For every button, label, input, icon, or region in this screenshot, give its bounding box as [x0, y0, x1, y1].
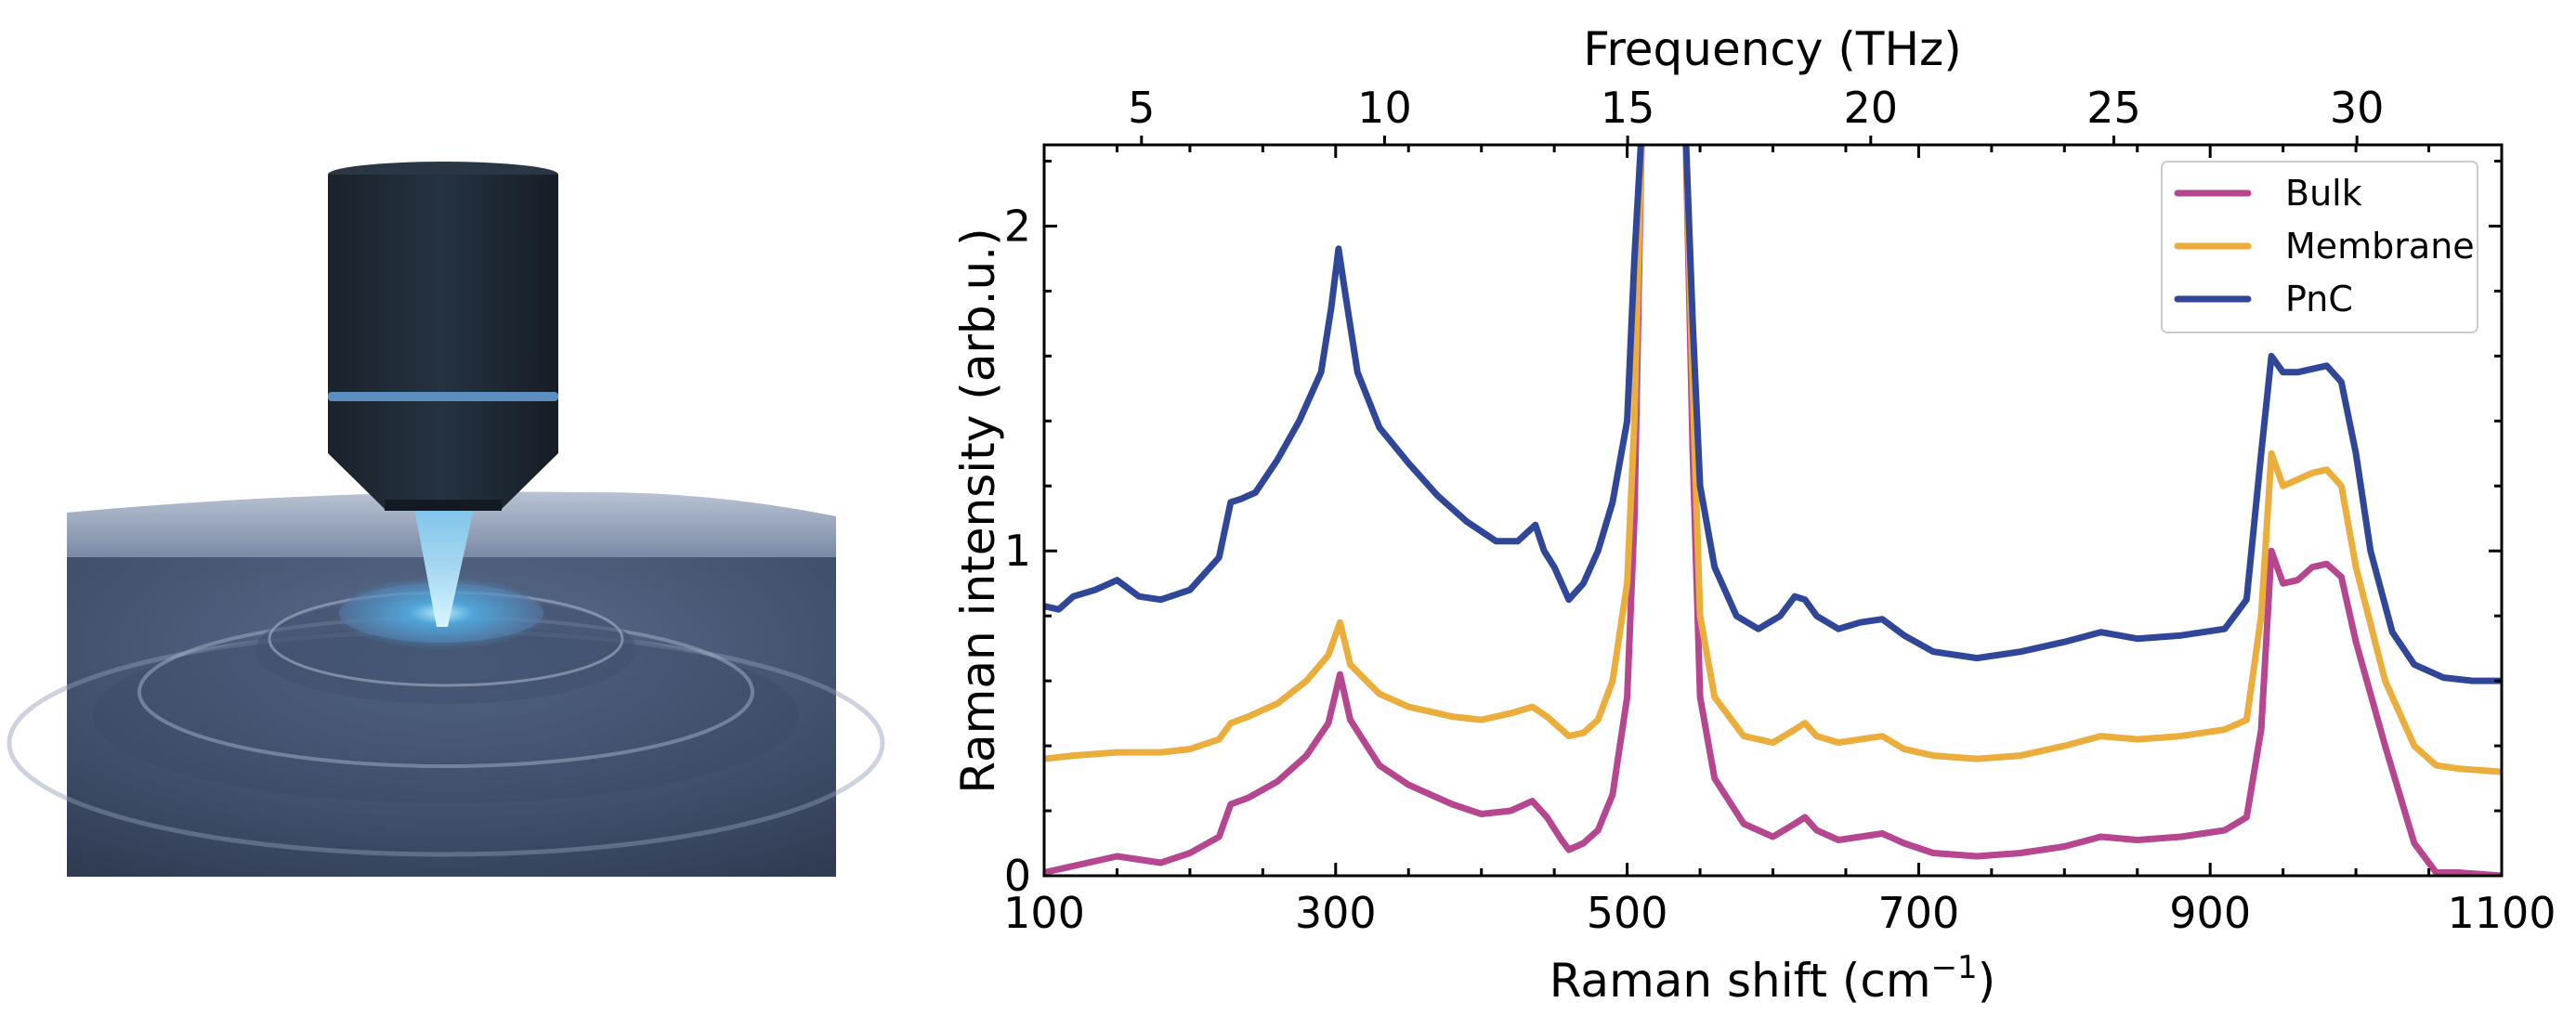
x-axis-ticks: 100 300 500 700 900 1100: [1003, 145, 2556, 938]
legend: Bulk Membrane PnC: [2161, 161, 2478, 333]
x-tick-label: 100: [1003, 888, 1085, 938]
top-axis-ticks: 5 10 15 20 25 30: [1128, 83, 2384, 145]
x-tick-label: 300: [1295, 888, 1377, 938]
x-tick-label: 500: [1587, 888, 1668, 938]
y-tick-label: 0: [1004, 851, 1031, 901]
legend-items: Bulk Membrane PnC: [2174, 173, 2475, 319]
series-group: [1044, 145, 2502, 876]
x-tick-label: 700: [1877, 888, 1959, 938]
y-axis-ticks: 0 1 2: [1004, 159, 2502, 901]
y-tick-label: 2: [1004, 201, 1031, 251]
top-tick-label: 10: [1357, 83, 1412, 133]
legend-label-pnc: PnC: [2285, 279, 2353, 319]
y-tick-label: 1: [1004, 526, 1031, 576]
top-tick-label: 30: [2330, 83, 2385, 133]
x-tick-label: 900: [2169, 888, 2251, 938]
top-tick-label: 15: [1601, 83, 1655, 133]
series-line-membrane: [1044, 145, 2502, 775]
objective-ring: [328, 392, 558, 401]
legend-frame: [2161, 161, 2478, 333]
top-tick-label: 20: [1844, 83, 1899, 133]
laser-beam: [414, 509, 474, 627]
legend-label-membrane: Membrane: [2285, 226, 2475, 267]
microscope-membrane-illustration: [7, 162, 885, 877]
y-axis-label: Raman intensity (arb.u.): [951, 228, 1005, 793]
raman-chart: 100 300 500 700 900 1100 0 1 2 5 10 15 20 25 30 Rama…: [951, 22, 2556, 1008]
series-line-pnc: [1044, 145, 2502, 684]
x-tick-label: 1100: [2447, 888, 2556, 938]
top-tick-label: 25: [2086, 83, 2141, 133]
top-axis-label: Frequency (THz): [1583, 22, 1962, 76]
microscope-objective: [328, 162, 558, 511]
top-tick-label: 5: [1128, 83, 1155, 133]
legend-label-bulk: Bulk: [2285, 173, 2362, 214]
x-axis-label: Raman shift (cm−1): [1550, 949, 1995, 1008]
